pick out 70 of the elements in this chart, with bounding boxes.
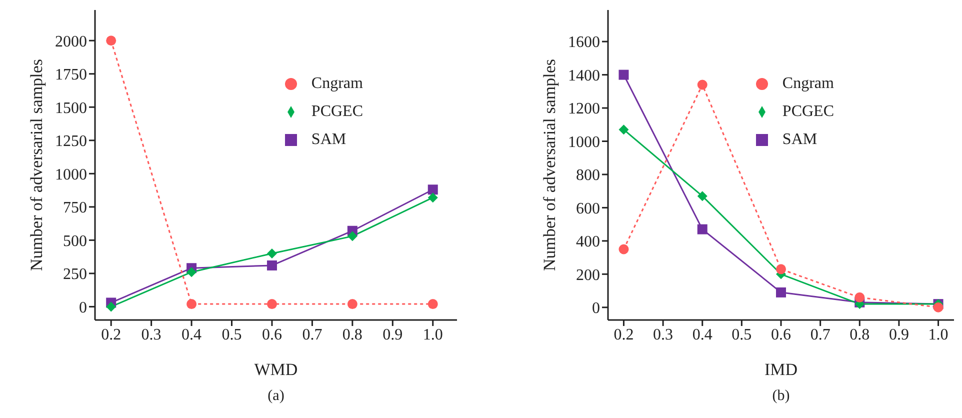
y-tick-label: 1000 bbox=[55, 166, 87, 184]
x-tick-label: 0.2 bbox=[614, 326, 634, 344]
y-tick-label: 500 bbox=[63, 232, 87, 250]
y-tick-label: 1500 bbox=[55, 100, 87, 117]
point bbox=[428, 299, 438, 310]
point bbox=[618, 124, 629, 135]
y-tick-label: 1600 bbox=[568, 34, 600, 52]
point bbox=[854, 292, 865, 302]
x-tick-label: 1.0 bbox=[928, 326, 948, 344]
point bbox=[186, 267, 197, 278]
x-tick-label: 0.9 bbox=[888, 326, 909, 344]
x-tick-label: 1.0 bbox=[422, 326, 443, 344]
x-tick-label: 0.3 bbox=[653, 326, 674, 344]
legend-label: SAM bbox=[782, 131, 818, 148]
y-tick-label: 2000 bbox=[55, 33, 87, 50]
y-tick-label: 400 bbox=[576, 234, 600, 251]
x-tick-label: 0.6 bbox=[262, 326, 282, 344]
x-tick-label: 0.3 bbox=[141, 326, 162, 344]
point bbox=[618, 70, 629, 80]
y-tick-label: 0 bbox=[79, 299, 87, 316]
point bbox=[697, 80, 708, 90]
point bbox=[106, 302, 116, 312]
y-tick-label: 800 bbox=[576, 167, 600, 184]
point bbox=[347, 231, 358, 242]
x-tick-label: 0.8 bbox=[342, 326, 362, 344]
legend-label: SAM bbox=[311, 131, 346, 148]
legend-label: PCGEC bbox=[311, 103, 363, 120]
y-axis-title: Number of adversarial samples bbox=[540, 59, 560, 271]
y-tick-label: 1750 bbox=[55, 66, 87, 84]
x-tick-label: 0.7 bbox=[810, 326, 830, 344]
point bbox=[347, 299, 358, 310]
text: (b) bbox=[771, 388, 791, 405]
x-tick-label: 0.4 bbox=[182, 326, 202, 344]
point bbox=[186, 299, 197, 310]
point bbox=[933, 302, 944, 312]
y-tick-label: 250 bbox=[63, 266, 87, 284]
point bbox=[776, 287, 786, 298]
y-tick-label: 600 bbox=[576, 200, 600, 218]
x-tick-label: 0.4 bbox=[692, 326, 712, 344]
y-tick-label: 1000 bbox=[568, 134, 600, 151]
point bbox=[266, 299, 277, 310]
x-tick-label: 0.2 bbox=[101, 326, 122, 344]
legend-label: Cngram bbox=[311, 75, 363, 92]
point bbox=[106, 36, 116, 46]
point bbox=[776, 264, 786, 274]
point bbox=[697, 224, 708, 234]
point bbox=[266, 248, 277, 258]
y-tick-label: 750 bbox=[63, 200, 87, 217]
x-tick-label: 0.8 bbox=[850, 326, 870, 344]
y-tick-label: 1400 bbox=[568, 67, 600, 84]
point bbox=[697, 191, 708, 202]
legend-label: PCGEC bbox=[782, 103, 834, 120]
point bbox=[428, 192, 438, 203]
text: (a) bbox=[266, 388, 286, 405]
point bbox=[266, 260, 277, 270]
point bbox=[428, 184, 438, 195]
y-tick-label: 200 bbox=[576, 266, 600, 284]
x-tick-label: 0.7 bbox=[302, 326, 322, 344]
y-tick-label: 1200 bbox=[568, 100, 600, 118]
y-tick-label: 0 bbox=[592, 300, 600, 318]
legend-label: Cngram bbox=[782, 75, 834, 92]
x-tick-label: 0.9 bbox=[382, 326, 403, 344]
x-tick-label: 0.5 bbox=[732, 326, 752, 344]
x-axis-title: IMD bbox=[764, 360, 798, 379]
point bbox=[618, 244, 629, 254]
x-axis-title: WMD bbox=[254, 360, 298, 379]
y-axis-title: Number of adversarial samples bbox=[27, 59, 46, 271]
x-tick-label: 0.6 bbox=[771, 326, 791, 344]
y-tick-label: 1250 bbox=[55, 133, 87, 150]
x-tick-label: 0.5 bbox=[222, 326, 242, 344]
